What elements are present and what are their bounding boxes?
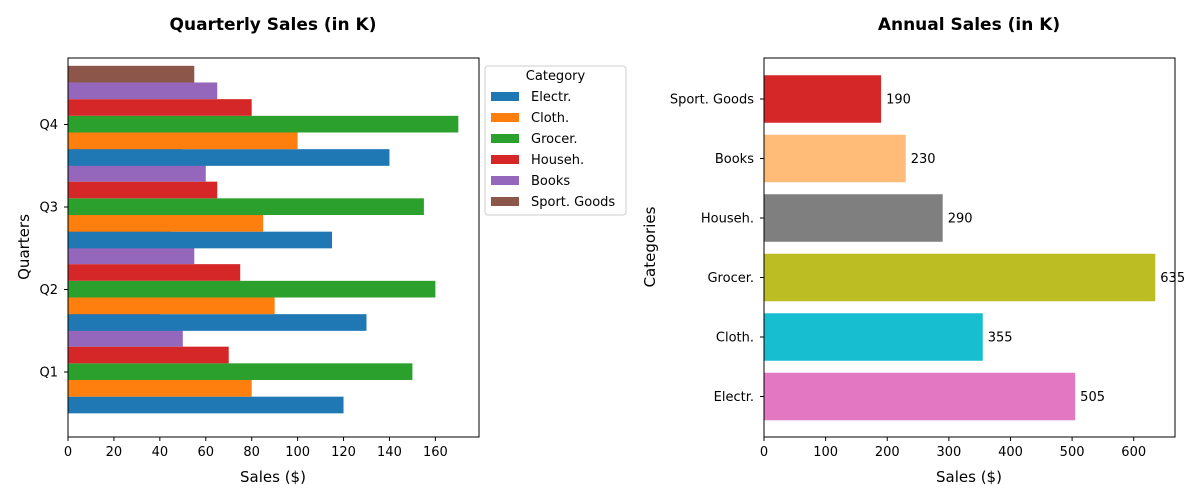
y-tick-label-books: Books: [715, 152, 754, 167]
x-tick-label-300: 300: [936, 445, 961, 460]
bar-q3-cloth: [68, 214, 264, 232]
x-tick-label-80: 80: [243, 445, 260, 460]
bar-househ: [764, 194, 943, 242]
bar-q2-electr: [68, 314, 367, 331]
bar-q3-books: [68, 164, 206, 182]
plot-frame-annual: [763, 57, 1176, 438]
y-tick-label-grocer: Grocer.: [707, 271, 754, 286]
bar-q1-electr: [68, 396, 344, 414]
legend-swatch-sport-goods: [491, 197, 519, 206]
y-tick-label-cloth: Cloth.: [716, 331, 754, 346]
x-tick-label-100: 100: [813, 445, 838, 460]
bar-q3-grocer: [68, 198, 424, 215]
bar-q1-househ: [68, 346, 229, 364]
y-tick-label-q1: Q1: [39, 366, 58, 381]
y-tick-label-q3: Q3: [39, 201, 58, 216]
x-tick-label-100: 100: [285, 445, 310, 460]
quarterly-chart-marks: Q1 Q2 Q3 Q4 0 20 40 60 80 100 120 140 160: [39, 57, 480, 460]
legend-swatch-grocer: [491, 134, 519, 143]
data-label-electr: 505: [1080, 390, 1105, 405]
x-tick-label-0: 0: [760, 445, 768, 460]
legend-box: [484, 65, 627, 216]
bar-q3-househ: [68, 181, 218, 199]
legend-label-electr: Electr.: [531, 90, 571, 105]
x-tick-label-0: 0: [64, 445, 72, 460]
y-tick-label-househ: Househ.: [701, 212, 754, 227]
annual-chart-marks: 505 Electr. 355 Cloth. 635 Grocer. 290 Househ. 2…: [670, 57, 1185, 460]
bar-q2-cloth: [68, 297, 275, 315]
y-tick-label-electr: Electr.: [714, 390, 754, 405]
data-label-books: 230: [911, 152, 936, 167]
bar-q1-grocer: [68, 363, 413, 380]
y-axis-label-quarterly: Quarters: [15, 214, 33, 280]
y-axis-label-annual: Categories: [641, 206, 659, 287]
chart-title-annual: Annual Sales (in K): [878, 15, 1060, 35]
x-tick-label-120: 120: [331, 445, 356, 460]
legend: Category Electr. Cloth. Grocer. Househ. Books…: [484, 65, 627, 216]
x-tick-label-40: 40: [152, 445, 169, 460]
legend-swatch-cloth: [491, 113, 519, 122]
y-tick-label-q2: Q2: [39, 283, 58, 298]
bar-q4-books: [68, 82, 218, 100]
x-tick-label-160: 160: [423, 445, 448, 460]
y-tick-label-q4: Q4: [39, 118, 58, 133]
bar-books: [764, 134, 906, 183]
bar-q4-grocer: [68, 115, 459, 133]
legend-swatch-books: [491, 176, 519, 185]
bar-q1-books: [68, 329, 183, 347]
bar-q4-cloth: [68, 132, 298, 150]
legend-label-househ: Househ.: [531, 153, 584, 168]
data-label-sport-goods: 190: [886, 93, 911, 108]
bar-q2-grocer: [68, 280, 436, 298]
x-axis-label-annual: Sales ($): [936, 468, 1002, 486]
data-label-cloth: 355: [988, 331, 1013, 346]
x-tick-label-200: 200: [875, 445, 900, 460]
x-tick-label-500: 500: [1060, 445, 1085, 460]
x-tick-label-20: 20: [106, 445, 123, 460]
bar-q1-cloth: [68, 379, 252, 397]
legend-label-books: Books: [531, 174, 570, 189]
plot-frame-quarterly: [67, 57, 480, 438]
bar-q2-books: [68, 247, 195, 265]
legend-label-cloth: Cloth.: [531, 111, 569, 126]
bar-grocer: [764, 253, 1156, 302]
bar-cloth: [764, 313, 983, 361]
legend-swatch-househ: [491, 155, 519, 164]
chart-title-quarterly: Quarterly Sales (in K): [170, 15, 377, 35]
bar-sport-goods: [764, 75, 882, 123]
bar-q4-househ: [68, 99, 252, 116]
bar-q4-electr: [68, 149, 390, 166]
bar-q2-househ: [68, 264, 241, 281]
bar-q4-sport-goods: [68, 65, 195, 83]
y-tick-label-sport-goods: Sport. Goods: [670, 93, 754, 108]
data-label-grocer: 635: [1160, 271, 1185, 286]
legend-swatch-electr: [491, 92, 519, 101]
x-tick-label-140: 140: [377, 445, 402, 460]
data-label-househ: 290: [948, 212, 973, 227]
x-tick-label-600: 600: [1121, 445, 1146, 460]
bar-electr: [764, 372, 1076, 421]
x-tick-label-60: 60: [197, 445, 214, 460]
legend-label-sport-goods: Sport. Goods: [531, 195, 615, 210]
x-tick-label-400: 400: [998, 445, 1023, 460]
legend-title: Category: [526, 69, 586, 84]
x-axis-label-quarterly: Sales ($): [240, 468, 306, 486]
legend-label-grocer: Grocer.: [531, 132, 578, 147]
bar-q3-electr: [68, 231, 333, 249]
